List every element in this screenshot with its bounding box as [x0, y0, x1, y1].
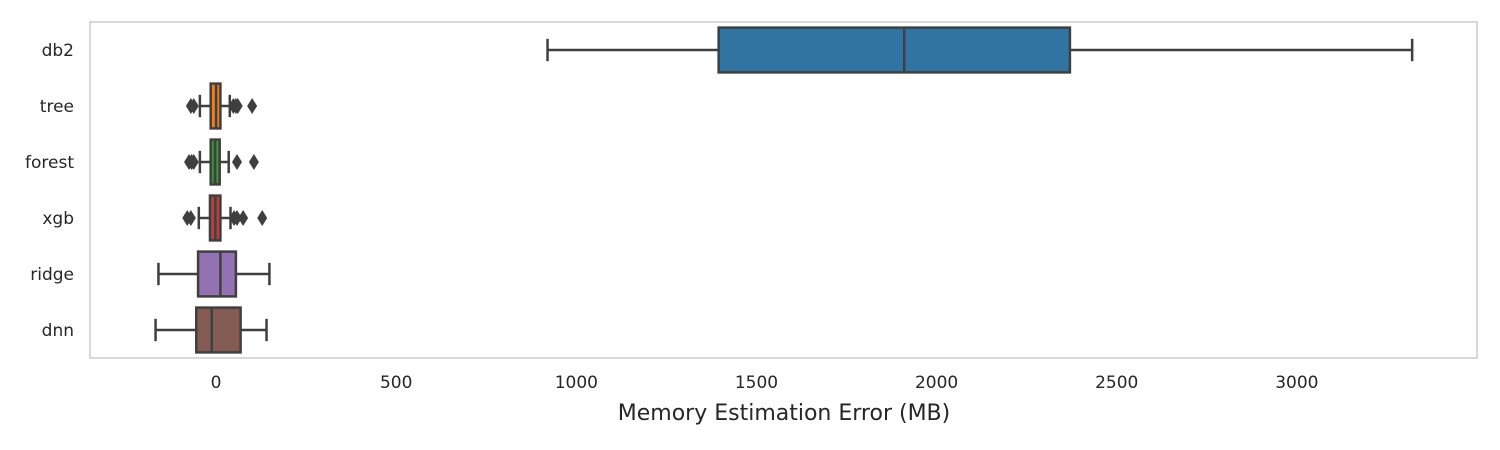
y-tick-label-dnn: dnn: [42, 321, 74, 341]
x-tick-label-1000: 1000: [555, 373, 598, 393]
x-tick-label-0: 0: [211, 373, 222, 393]
x-tick-label-2000: 2000: [915, 373, 958, 393]
outlier-xgb-3: [231, 210, 242, 226]
x-tick-label-2500: 2500: [1095, 373, 1138, 393]
box-forest: [184, 138, 259, 186]
y-tick-label-forest: forest: [25, 153, 74, 173]
box-iqr-db2: [717, 26, 1072, 74]
y-tick-label-ridge: ridge: [30, 265, 74, 285]
outlier-tree-1: [188, 98, 199, 114]
x-tick-label-500: 500: [380, 373, 412, 393]
y-tick-labels: db2 tree forest xgb ridge dnn: [25, 41, 74, 341]
box-xgb: [182, 194, 268, 242]
box-iqr-dnn: [195, 306, 242, 354]
outlier-forest-2: [188, 154, 199, 170]
outlier-xgb-4: [238, 210, 249, 226]
box-dnn: [154, 306, 268, 354]
box-db2: [546, 26, 1414, 74]
x-tick-label-3000: 3000: [1275, 373, 1318, 393]
y-tick-label-db2: db2: [42, 41, 74, 61]
x-axis-title: Memory Estimation Error (MB): [618, 401, 950, 426]
box-group: [154, 26, 1414, 354]
outlier-tree-4: [232, 98, 243, 114]
box-iqr-ridge: [196, 250, 238, 298]
outlier-xgb-1: [185, 210, 196, 226]
outlier-forest-4: [248, 154, 259, 170]
outlier-tree-5: [247, 98, 258, 114]
x-tick-label-1500: 1500: [735, 373, 778, 393]
outlier-forest-3: [231, 154, 242, 170]
outlier-xgb-5: [257, 210, 268, 226]
plot-area-frame: [89, 21, 1478, 359]
box-tree: [185, 82, 258, 130]
y-tick-label-xgb: xgb: [42, 209, 74, 229]
y-tick-label-tree: tree: [40, 97, 74, 117]
x-tick-labels: 0 500 1000 1500 2000 2500 3000: [211, 373, 1319, 393]
box-ridge: [157, 250, 271, 298]
